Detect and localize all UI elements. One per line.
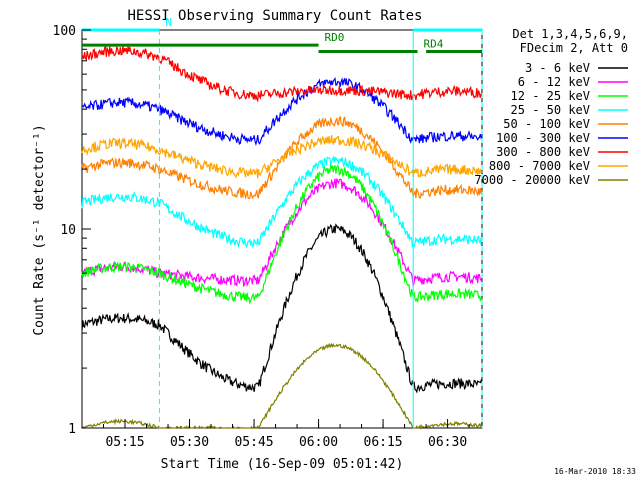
series-line-25-50-kev bbox=[81, 155, 483, 249]
legend-label-100-300-kev: 100 - 300 keV bbox=[496, 131, 590, 145]
series-line-100-300-kev bbox=[81, 77, 483, 146]
x-tick-label-0530: 05:30 bbox=[170, 435, 209, 450]
plot-area: N RD0 RD4 1 10 100 05:15 05:30 05:45 06:00 06:15… bbox=[53, 16, 483, 450]
legend: Det 1,3,4,5,6,9, FDecim 2, Att 0 3 - 6 k… bbox=[474, 27, 628, 187]
y-tick-label-100: 100 bbox=[53, 24, 76, 39]
x-tick-label-0515: 05:15 bbox=[105, 435, 144, 450]
x-axis-title: Start Time (16-Sep-09 05:01:42) bbox=[161, 457, 404, 472]
y-axis-title: Count Rate (s⁻¹ detector⁻¹) bbox=[32, 124, 47, 335]
legend-label-300-800-kev: 300 - 800 keV bbox=[496, 145, 590, 159]
flag-label-rd4: RD4 bbox=[423, 37, 443, 50]
x-tick-label-0545: 05:45 bbox=[234, 435, 273, 450]
legend-label-7000-20000-kev: 7000 - 20000 keV bbox=[474, 173, 590, 187]
series-line-300-800-kev bbox=[81, 45, 483, 103]
legend-label-50-100-kev: 50 - 100 keV bbox=[503, 117, 590, 131]
series-line-3-6-kev bbox=[81, 223, 483, 394]
x-tick-label-0615: 06:15 bbox=[364, 435, 403, 450]
y-tick-label-10: 10 bbox=[60, 223, 76, 238]
legend-label-3-6-kev: 3 - 6 keV bbox=[525, 61, 590, 75]
series-line-7000-20000-kev bbox=[81, 342, 483, 430]
x-tick-label-0630: 06:30 bbox=[428, 435, 467, 450]
legend-label-800-7000-kev: 800 - 7000 keV bbox=[489, 159, 590, 173]
series-layer bbox=[81, 45, 483, 430]
legend-header-line-2: FDecim 2, Att 0 bbox=[520, 41, 628, 55]
flag-label-rd0: RD0 bbox=[325, 31, 345, 44]
series-line-800-7000-kev bbox=[81, 135, 483, 179]
flag-layer: N RD0 RD4 bbox=[82, 16, 482, 53]
flag-label-n: N bbox=[165, 16, 172, 29]
legend-label-25-50-kev: 25 - 50 keV bbox=[511, 103, 590, 117]
y-tick-label-1: 1 bbox=[68, 422, 76, 437]
legend-label-6-12-kev: 6 - 12 keV bbox=[518, 75, 590, 89]
chart-title: HESSI Observing Summary Count Rates bbox=[127, 8, 422, 24]
footer-date: 16-Mar-2010 18:33 bbox=[554, 467, 636, 476]
y-axis: 1 10 100 bbox=[53, 24, 91, 437]
x-tick-label-0600: 06:00 bbox=[299, 435, 338, 450]
series-line-12-25-kev bbox=[81, 163, 483, 305]
x-axis: 05:15 05:30 05:45 06:00 06:15 06:30 bbox=[81, 419, 470, 450]
legend-label-12-25-kev: 12 - 25 keV bbox=[511, 89, 590, 103]
guide-layer bbox=[158, 30, 483, 428]
legend-header-line-1: Det 1,3,4,5,6,9, bbox=[512, 27, 628, 41]
